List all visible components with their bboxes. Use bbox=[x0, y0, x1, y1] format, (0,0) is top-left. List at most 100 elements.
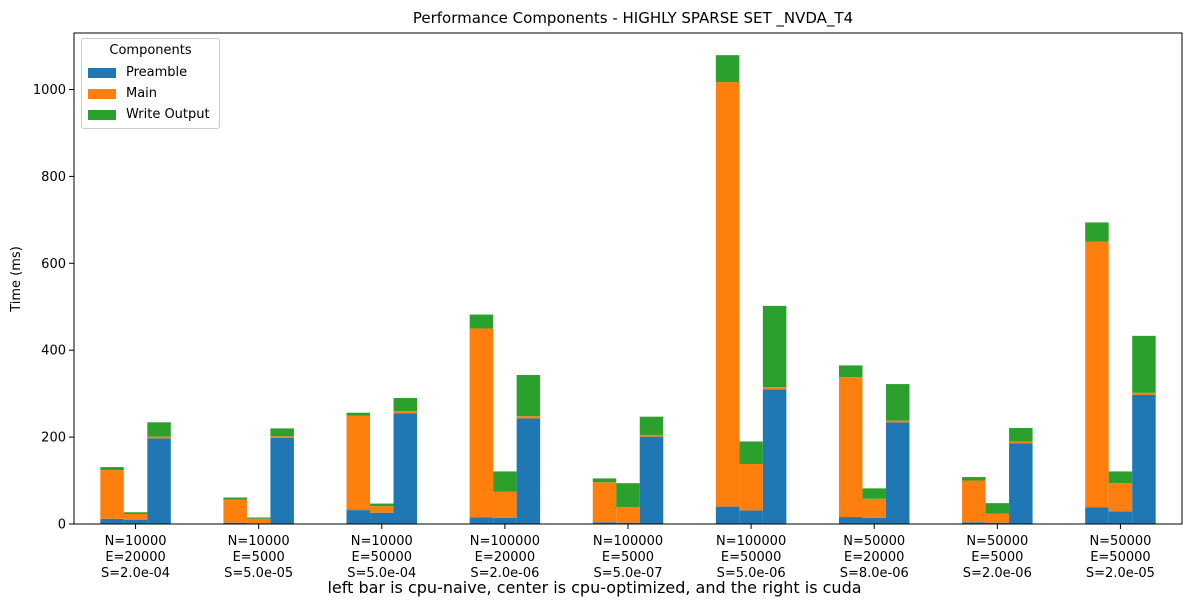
x-tick-label-line: N=100000 bbox=[470, 534, 540, 549]
bar-segment-preamble-1-cpu-optimized bbox=[123, 519, 148, 524]
bar-segment-main-1-cpu-optimized bbox=[123, 514, 148, 520]
bar-segment-preamble-7-cpu-optimized bbox=[862, 517, 886, 524]
x-tick-label-line: N=10000 bbox=[228, 534, 290, 549]
bar-segment-main-7-cuda bbox=[885, 420, 910, 423]
legend-label-preamble: Preamble bbox=[126, 65, 188, 80]
bar-segment-write-output-8-cuda bbox=[1009, 427, 1033, 442]
bar-segment-write-output-9-cpu-naive bbox=[1085, 222, 1109, 242]
x-tick-label: N=50000 E=20000 S=8.0e-06 bbox=[840, 534, 909, 581]
x-tick-label-line: S=2.0e-05 bbox=[1086, 566, 1155, 581]
x-tick-label: N=50000 E=50000 S=2.0e-05 bbox=[1086, 534, 1155, 581]
legend-swatch-preamble bbox=[88, 68, 116, 78]
bar-segment-main-7-cpu-naive bbox=[838, 377, 863, 518]
bar-segment-write-output-4-cpu-optimized bbox=[493, 471, 517, 492]
x-tick-label: N=100000 E=5000 S=5.0e-07 bbox=[593, 534, 663, 581]
x-tick-label-line: E=50000 bbox=[721, 550, 781, 565]
legend-item-preamble: Preamble bbox=[88, 65, 187, 81]
bar-segment-preamble-4-cpu-naive bbox=[469, 517, 494, 524]
x-tick-label-line: S=2.0e-04 bbox=[101, 566, 170, 581]
x-tick-label-line: E=20000 bbox=[475, 550, 535, 565]
x-tick-label-line: S=8.0e-06 bbox=[840, 566, 909, 581]
bar-segment-preamble-6-cpu-optimized bbox=[739, 510, 763, 524]
bars-layer bbox=[100, 55, 1156, 524]
x-tick-label: N=10000 E=5000 S=5.0e-05 bbox=[224, 534, 293, 581]
bar-segment-main-2-cpu-naive bbox=[223, 499, 247, 523]
bar-segment-write-output-6-cuda bbox=[762, 305, 787, 388]
x-tick-label-line: S=5.0e-04 bbox=[347, 566, 416, 581]
bar-segment-write-output-4-cpu-naive bbox=[469, 314, 494, 329]
legend-swatch-write-output bbox=[88, 110, 116, 120]
y-tick-label: 600 bbox=[41, 257, 66, 272]
bar-segment-write-output-2-cpu-naive bbox=[223, 497, 247, 500]
x-tick-label-line: S=2.0e-06 bbox=[963, 566, 1032, 581]
x-tick-label: N=100000 E=50000 S=5.0e-06 bbox=[716, 534, 786, 581]
x-tick-label-line: N=50000 bbox=[966, 534, 1028, 549]
bar-segment-main-8-cpu-optimized bbox=[985, 513, 1010, 523]
bar-segment-write-output-9-cuda bbox=[1132, 335, 1156, 393]
x-tick-label: N=50000 E=5000 S=2.0e-06 bbox=[963, 534, 1032, 581]
bar-segment-preamble-5-cpu-naive bbox=[592, 522, 617, 524]
bar-segment-write-output-8-cpu-optimized bbox=[985, 503, 1010, 514]
y-tick-label: 1000 bbox=[33, 83, 66, 98]
bar-segment-preamble-2-cuda bbox=[270, 437, 294, 524]
bar-segment-main-6-cpu-optimized bbox=[739, 464, 763, 511]
x-tick-label-line: E=5000 bbox=[971, 550, 1023, 565]
bar-segment-preamble-4-cpu-optimized bbox=[493, 517, 517, 524]
bar-segment-write-output-7-cpu-naive bbox=[838, 365, 863, 378]
bar-segment-write-output-5-cpu-optimized bbox=[616, 483, 640, 508]
bar-segment-preamble-7-cpu-naive bbox=[838, 517, 863, 524]
bar-segment-main-4-cpu-naive bbox=[469, 328, 494, 518]
x-tick-label-line: S=5.0e-06 bbox=[717, 566, 786, 581]
bar-segment-preamble-8-cuda bbox=[1009, 443, 1033, 524]
bar-segment-main-6-cuda bbox=[762, 387, 787, 390]
bar-segment-preamble-8-cpu-optimized bbox=[985, 522, 1010, 524]
x-tick-label-line: N=10000 bbox=[351, 534, 413, 549]
chart-caption: left bar is cpu-naive, center is cpu-opt… bbox=[327, 578, 862, 597]
bar-segment-main-3-cuda bbox=[393, 411, 418, 414]
bar-segment-preamble-7-cuda bbox=[885, 422, 910, 524]
bar-segment-preamble-8-cpu-naive bbox=[962, 522, 986, 524]
bar-segment-main-6-cpu-naive bbox=[715, 82, 740, 507]
bar-segment-preamble-9-cpu-optimized bbox=[1108, 511, 1133, 524]
x-tick-label-line: N=10000 bbox=[105, 534, 167, 549]
bar-segment-write-output-5-cpu-naive bbox=[592, 478, 617, 483]
bar-segment-preamble-4-cuda bbox=[516, 418, 541, 524]
bar-segment-write-output-1-cuda bbox=[147, 422, 171, 437]
bar-segment-write-output-8-cpu-naive bbox=[962, 477, 986, 481]
bar-segment-write-output-6-cpu-optimized bbox=[739, 441, 763, 465]
bar-segment-preamble-1-cpu-naive bbox=[100, 518, 124, 524]
x-tick-label-line: E=20000 bbox=[105, 550, 165, 565]
x-tick-label-line: S=2.0e-06 bbox=[470, 566, 539, 581]
bar-segment-main-8-cuda bbox=[1009, 441, 1033, 444]
bar-segment-main-3-cpu-optimized bbox=[370, 506, 394, 513]
x-tick-label-line: S=5.0e-05 bbox=[224, 566, 293, 581]
bar-segment-main-9-cpu-optimized bbox=[1108, 483, 1133, 512]
bar-segment-main-7-cpu-optimized bbox=[862, 498, 886, 518]
x-tick-label-line: S=5.0e-07 bbox=[593, 566, 662, 581]
x-tick-label-line: E=50000 bbox=[1090, 550, 1150, 565]
x-tick-label: N=10000 E=20000 S=2.0e-04 bbox=[101, 534, 170, 581]
y-axis-label: Time (ms) bbox=[9, 246, 24, 313]
y-tick-label: 400 bbox=[41, 344, 66, 359]
legend-item-main: Main bbox=[88, 86, 157, 102]
x-tick-label-line: E=20000 bbox=[844, 550, 904, 565]
bar-segment-preamble-2-cpu-naive bbox=[223, 522, 247, 524]
bar-segment-preamble-6-cuda bbox=[762, 389, 787, 524]
bar-segment-write-output-3-cpu-naive bbox=[346, 412, 371, 416]
bar-segment-write-output-9-cpu-optimized bbox=[1108, 471, 1133, 484]
bar-segment-main-4-cuda bbox=[516, 416, 541, 419]
bar-segment-main-8-cpu-naive bbox=[962, 480, 986, 523]
x-tick-label-line: E=5000 bbox=[602, 550, 654, 565]
y-tick-label: 200 bbox=[41, 431, 66, 446]
bar-segment-write-output-3-cpu-optimized bbox=[370, 503, 394, 507]
x-tick-label: N=10000 E=50000 S=5.0e-04 bbox=[347, 534, 416, 581]
bar-segment-main-5-cpu-optimized bbox=[616, 507, 640, 523]
legend-item-write-output: Write Output bbox=[88, 107, 210, 123]
bar-segment-preamble-9-cpu-naive bbox=[1085, 507, 1109, 524]
bar-segment-main-2-cuda bbox=[270, 436, 294, 438]
bar-segment-preamble-3-cpu-naive bbox=[346, 510, 371, 524]
bar-segment-write-output-2-cuda bbox=[270, 428, 294, 437]
legend-swatch-main bbox=[88, 89, 116, 99]
